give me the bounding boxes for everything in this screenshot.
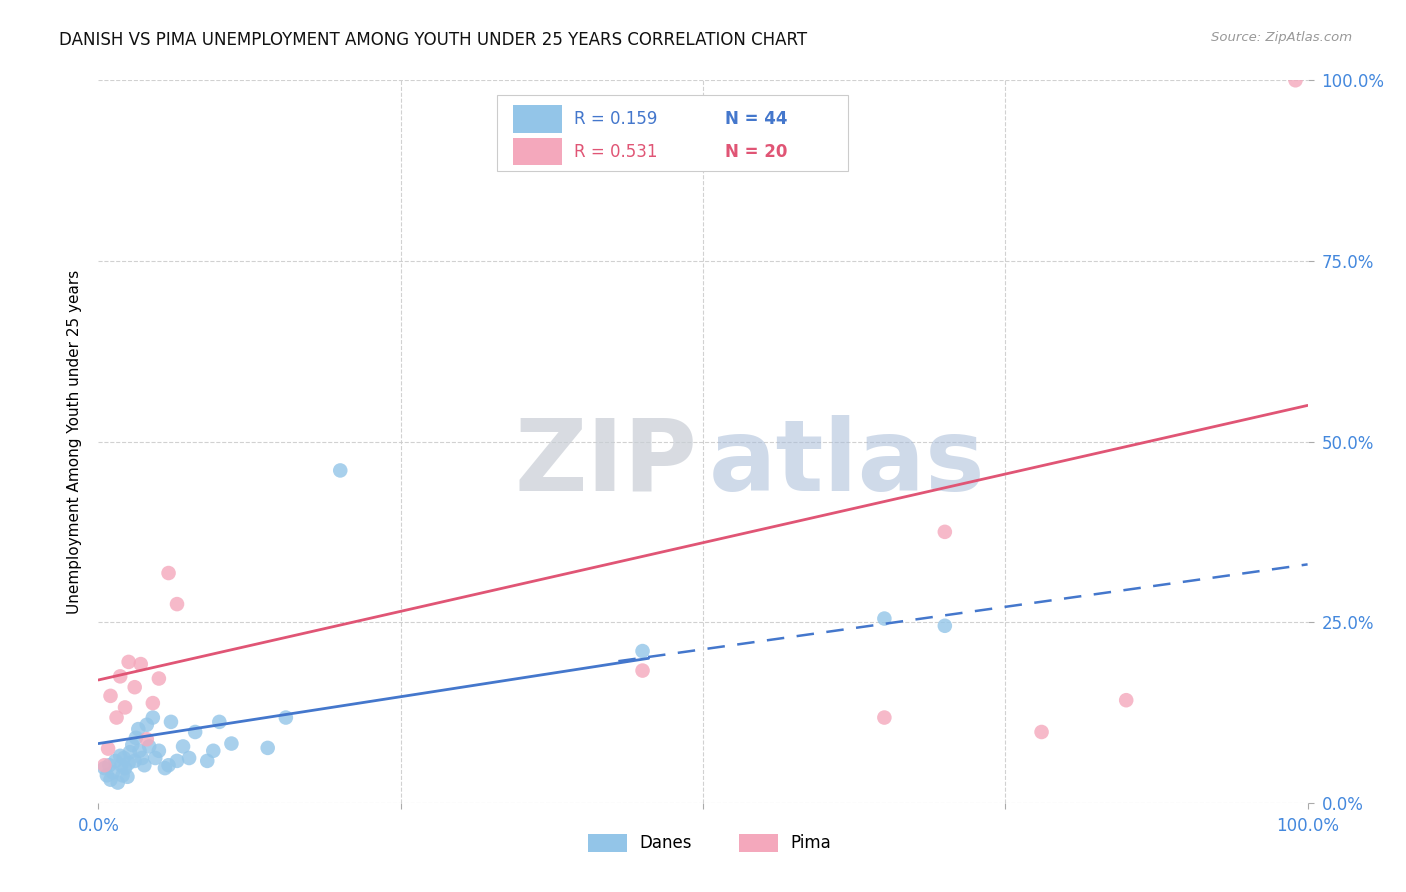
Point: [631, 644, 654, 658]
Point: [118, 756, 141, 770]
Bar: [513, 138, 561, 165]
Point: [208, 714, 231, 729]
Text: N = 44: N = 44: [724, 110, 787, 128]
Point: [135, 718, 157, 732]
Point: [124, 680, 146, 694]
Point: [124, 754, 146, 768]
Point: [108, 748, 131, 763]
Point: [153, 761, 176, 775]
Point: [128, 744, 150, 758]
Point: [96, 768, 118, 782]
Text: DANISH VS PIMA UNEMPLOYMENT AMONG YOUTH UNDER 25 YEARS CORRELATION CHART: DANISH VS PIMA UNEMPLOYMENT AMONG YOUTH …: [59, 31, 807, 49]
Point: [118, 745, 141, 759]
Point: [143, 751, 166, 765]
Bar: [588, 833, 627, 852]
Point: [98, 758, 121, 772]
Point: [107, 775, 129, 789]
Point: [108, 669, 131, 683]
Point: [160, 714, 183, 729]
Point: [127, 722, 149, 736]
Point: [166, 754, 188, 768]
Point: [157, 566, 180, 580]
Text: Pima: Pima: [790, 833, 831, 852]
Bar: [740, 833, 778, 852]
Point: [135, 732, 157, 747]
Point: [157, 758, 180, 772]
Point: [142, 696, 165, 710]
Point: [1284, 73, 1306, 87]
Point: [329, 463, 352, 477]
Point: [148, 672, 170, 686]
Point: [142, 710, 165, 724]
Point: [934, 619, 956, 633]
Point: [221, 737, 243, 751]
Text: Danes: Danes: [638, 833, 692, 852]
FancyBboxPatch shape: [498, 95, 848, 170]
Point: [1115, 693, 1137, 707]
Point: [195, 754, 218, 768]
Point: [274, 710, 297, 724]
Point: [256, 740, 278, 755]
Point: [1031, 725, 1053, 739]
Point: [202, 744, 225, 758]
Point: [873, 611, 896, 625]
Point: [631, 664, 654, 678]
Point: [100, 689, 122, 703]
Text: N = 20: N = 20: [724, 143, 787, 161]
Point: [138, 739, 160, 754]
Text: R = 0.159: R = 0.159: [574, 110, 657, 128]
Point: [184, 725, 207, 739]
Point: [134, 758, 156, 772]
Bar: [513, 105, 561, 133]
Point: [125, 731, 148, 745]
Point: [112, 751, 135, 765]
Point: [117, 770, 139, 784]
Text: R = 0.531: R = 0.531: [574, 143, 657, 161]
Point: [179, 751, 201, 765]
Point: [129, 657, 152, 671]
Point: [873, 710, 896, 724]
Point: [93, 758, 115, 772]
Text: atlas: atlas: [709, 415, 986, 512]
Point: [118, 655, 141, 669]
Point: [110, 758, 132, 772]
Point: [111, 768, 134, 782]
Text: ZIP: ZIP: [515, 415, 697, 512]
Text: Source: ZipAtlas.com: Source: ZipAtlas.com: [1212, 31, 1353, 45]
Point: [114, 761, 136, 775]
Point: [101, 765, 124, 780]
Point: [114, 700, 136, 714]
Point: [104, 754, 127, 768]
Point: [105, 710, 128, 724]
Point: [148, 744, 170, 758]
Point: [121, 738, 143, 752]
Point: [93, 761, 115, 775]
Point: [97, 741, 120, 756]
Point: [172, 739, 194, 754]
Point: [166, 597, 188, 611]
Y-axis label: Unemployment Among Youth under 25 years: Unemployment Among Youth under 25 years: [67, 269, 83, 614]
Point: [131, 751, 153, 765]
Point: [100, 772, 122, 787]
Point: [934, 524, 956, 539]
